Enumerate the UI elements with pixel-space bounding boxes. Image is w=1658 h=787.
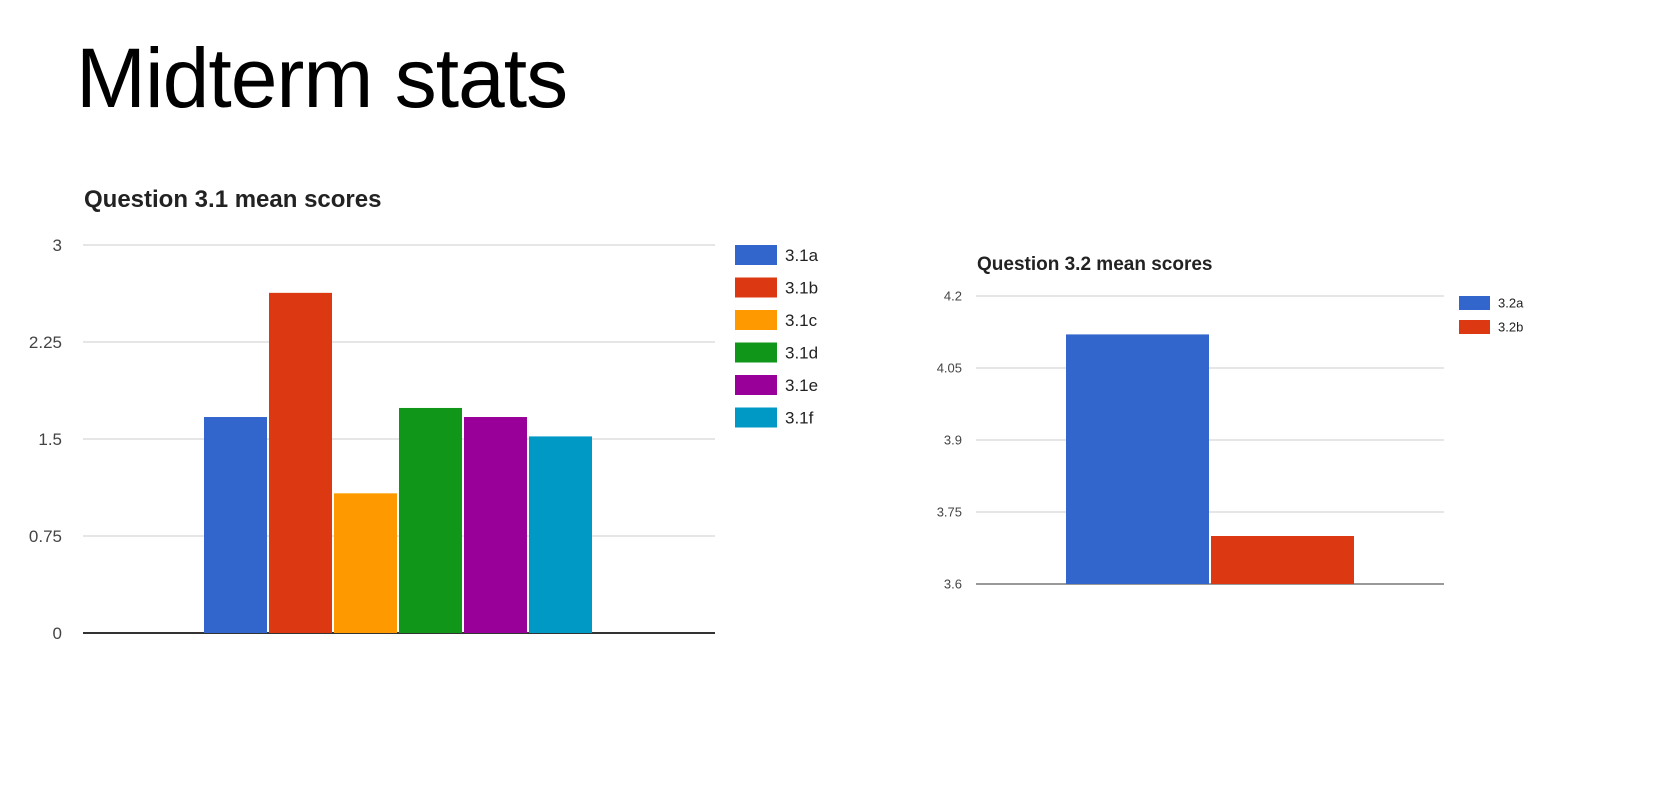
legend-swatch: [1459, 296, 1490, 310]
bar-3-1e: [464, 417, 527, 633]
legend-swatch: [1459, 320, 1490, 334]
chart-2: Question 3.2 mean scores 3.6 3.75 3.9 4.05 4.…: [937, 254, 1524, 592]
chart-title: Question 3.1 mean scores: [84, 186, 381, 213]
chart-1: Question 3.1 mean scores 0 0.75 1.5 2.25 3 3.1…: [29, 186, 819, 643]
chart-title: Question 3.2 mean scores: [977, 254, 1213, 275]
legend-swatch: [735, 277, 777, 298]
y-tick-label: 4.2: [944, 289, 962, 304]
bar-3-1d: [399, 407, 462, 633]
y-tick-label: 3.75: [937, 505, 962, 520]
y-tick-label: 0.75: [29, 527, 62, 546]
legend-swatch: [735, 375, 777, 395]
y-tick-label: 2.25: [29, 333, 62, 352]
legend-swatch: [735, 407, 777, 428]
y-tick-label: 4.05: [937, 361, 962, 376]
y-tick-label: 0: [53, 624, 62, 643]
legend-label: 3.1e: [785, 376, 818, 395]
slide-title: Midterm stats: [76, 31, 568, 125]
legend-label: 3.2b: [1498, 320, 1523, 335]
bar-3-1c: [334, 493, 397, 633]
legend-label: 3.1b: [785, 278, 818, 297]
legend-label: 3.1a: [785, 246, 819, 265]
bar-3-2a: [1066, 334, 1209, 584]
legend-label: 3.1c: [785, 311, 818, 330]
legend-swatch: [735, 310, 777, 330]
y-tick-label: 1.5: [38, 430, 62, 449]
legend-label: 3.2a: [1498, 296, 1524, 311]
bar-3-2b: [1211, 536, 1354, 584]
y-tick-label: 3.6: [944, 577, 962, 592]
bar-3-1f: [529, 436, 592, 633]
y-tick-label: 3.9: [944, 433, 962, 448]
legend-label: 3.1f: [785, 408, 814, 427]
bar-3-1b: [269, 292, 332, 633]
bar-3-1a: [204, 417, 267, 633]
legend-label: 3.1d: [785, 343, 818, 362]
legend-swatch: [735, 342, 777, 363]
y-tick-label: 3: [53, 236, 62, 255]
legend-swatch: [735, 245, 777, 265]
